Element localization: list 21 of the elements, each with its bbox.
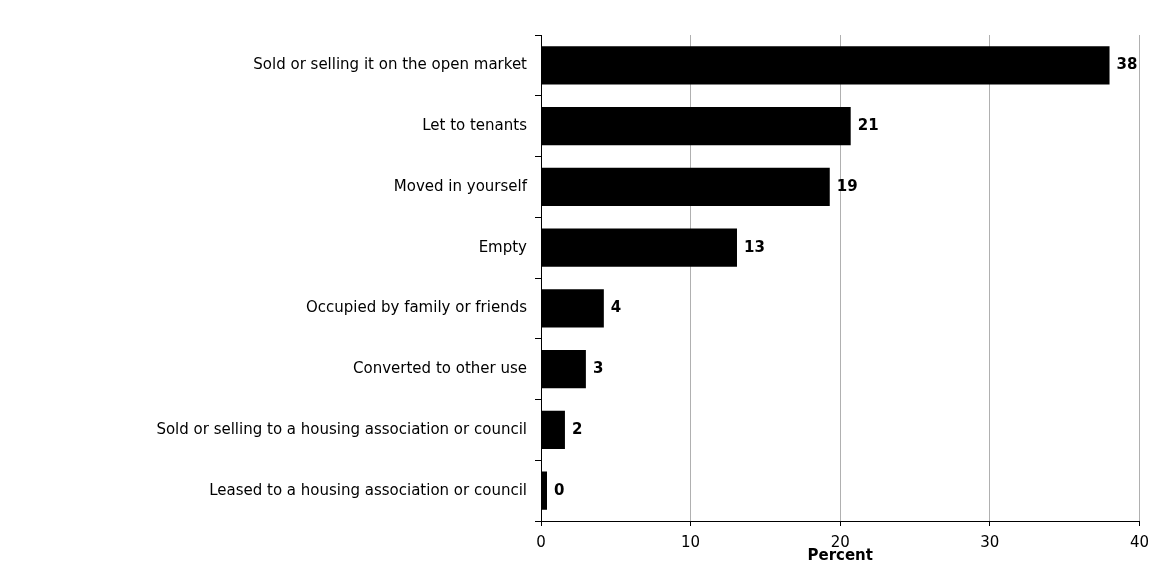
x-tick-label: 0 xyxy=(536,532,546,551)
x-tick-label: 20 xyxy=(830,532,850,551)
data-label: 19 xyxy=(836,176,858,195)
data-label: 13 xyxy=(743,237,765,256)
data-label: 4 xyxy=(610,298,622,317)
data-label: 2 xyxy=(571,419,583,438)
y-tick-label: Empty xyxy=(478,237,528,256)
y-tick-label: Leased to a housing association or council xyxy=(209,480,527,499)
y-tick-label: Converted to other use xyxy=(353,359,527,378)
data-label: 38 xyxy=(1116,55,1138,74)
x-tick-label: 40 xyxy=(1129,532,1149,551)
x-tick-label: 10 xyxy=(681,532,701,551)
data-label: 0 xyxy=(553,480,565,499)
y-tick-label: Moved in yourself xyxy=(393,176,528,195)
y-tick-label: Let to tenants xyxy=(422,116,528,135)
y-tick-label: Occupied by family or friends xyxy=(305,298,528,317)
data-label: 21 xyxy=(857,116,879,135)
data-label: 3 xyxy=(592,359,604,378)
y-tick-label: Sold or selling it on the open market xyxy=(253,55,528,74)
x-tick-label: 30 xyxy=(980,532,1000,551)
y-tick-label: Sold or selling to a housing association or council xyxy=(156,419,527,438)
